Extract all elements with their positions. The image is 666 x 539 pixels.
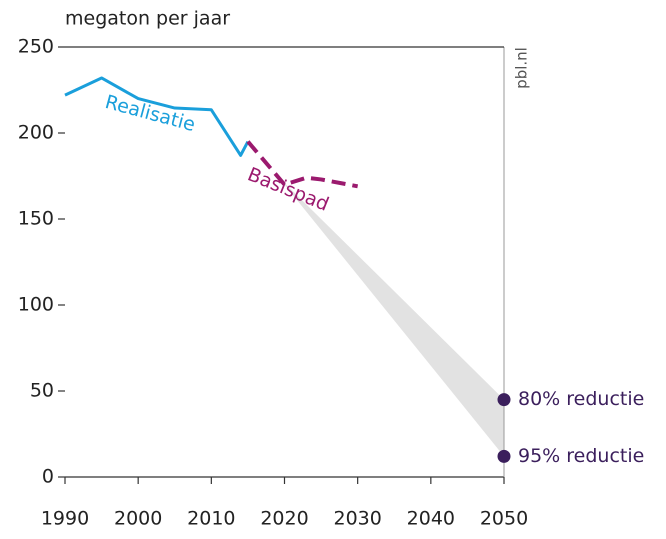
point	[497, 449, 511, 463]
point-label: 80% reductie	[518, 388, 644, 410]
series-label: Realisatie	[103, 91, 198, 136]
point-label: 95% reductie	[518, 445, 644, 467]
y-axis-label: megaton per jaar	[65, 8, 230, 30]
line	[64, 76, 250, 157]
range-band	[284, 182, 504, 457]
y-tick-label: 50	[30, 380, 54, 402]
x-tick-label: 1990	[41, 508, 89, 530]
y-tick-label: 200	[18, 122, 54, 144]
point	[497, 393, 511, 407]
y-tick-label: 100	[18, 294, 54, 316]
line	[246, 140, 359, 189]
y-tick-label: 150	[18, 208, 54, 230]
x-tick-label: 2000	[114, 508, 162, 530]
x-tick-label: 2030	[333, 508, 381, 530]
y-tick-label: 0	[42, 466, 54, 488]
watermark: pbl.nl	[513, 47, 531, 89]
x-tick-label: 2010	[187, 508, 235, 530]
x-tick-label: 2020	[260, 508, 308, 530]
x-tick-label: 2050	[480, 508, 528, 530]
y-tick-label: 250	[18, 36, 54, 58]
series-label: Basispad	[244, 163, 332, 215]
x-tick-label: 2040	[407, 508, 455, 530]
